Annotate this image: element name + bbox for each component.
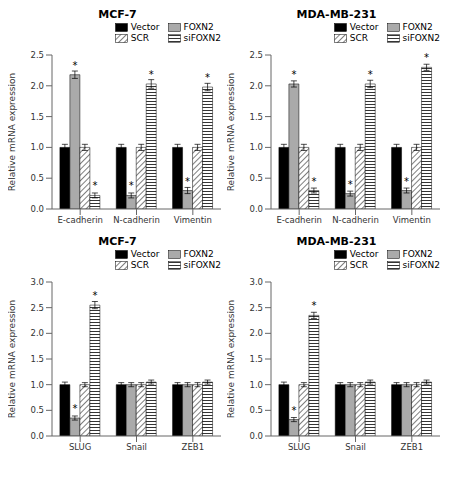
svg-text:2.5: 2.5 (30, 50, 44, 60)
svg-text:1.5: 1.5 (249, 112, 263, 122)
svg-text:2.0: 2.0 (30, 81, 44, 91)
html-text:Vector: Vector (130, 22, 160, 32)
html-text:siFOXN2: siFOXN2 (402, 260, 440, 270)
svg-text:*: * (72, 403, 77, 414)
svg-text:2.0: 2.0 (30, 328, 44, 338)
svg-text:*: * (92, 290, 97, 301)
svg-text:0.0: 0.0 (249, 431, 263, 441)
svg-text:Snail: Snail (126, 442, 147, 452)
html-text:FOXN2: FOXN2 (183, 22, 214, 32)
html-text:siFOXN2: siFOXN2 (183, 260, 221, 270)
svg-text:2.0: 2.0 (249, 328, 263, 338)
svg-text:0.0: 0.0 (30, 204, 44, 214)
html-text:SCR: SCR (349, 260, 369, 270)
html-text:MCF-7: MCF-7 (98, 8, 137, 21)
html-text:MDA-MB-231: MDA-MB-231 (296, 235, 377, 248)
html-text:FOXN2: FOXN2 (402, 249, 433, 259)
svg-text:Relative mRNA expression: Relative mRNA expression (8, 300, 17, 418)
html-text:FOXN2: FOXN2 (183, 249, 214, 259)
svg-text:1.5: 1.5 (30, 112, 44, 122)
svg-text:2.5: 2.5 (249, 303, 263, 313)
svg-text:Vimentin: Vimentin (393, 215, 431, 225)
svg-text:Vimentin: Vimentin (174, 215, 212, 225)
svg-text:*: * (129, 180, 134, 191)
svg-text:1.0: 1.0 (30, 142, 44, 152)
svg-text:0.0: 0.0 (30, 431, 44, 441)
svg-text:Relative mRNA expression: Relative mRNA expression (227, 73, 236, 191)
svg-text:*: * (205, 72, 210, 83)
svg-text:E-cadherin: E-cadherin (57, 215, 103, 225)
html-text:MDA-MB-231: MDA-MB-231 (296, 8, 377, 21)
svg-text:1.5: 1.5 (249, 354, 263, 364)
html-text:SCR: SCR (130, 33, 150, 43)
svg-text:0.5: 0.5 (30, 405, 44, 415)
html-text:Vector: Vector (349, 249, 379, 259)
svg-text:2.0: 2.0 (249, 81, 263, 91)
svg-text:*: * (424, 52, 429, 63)
svg-text:*: * (92, 180, 97, 191)
svg-text:*: * (404, 176, 409, 187)
svg-text:*: * (348, 179, 353, 190)
svg-text:1.0: 1.0 (249, 380, 263, 390)
svg-text:N-cadherin: N-cadherin (113, 215, 160, 225)
svg-text:N-cadherin: N-cadherin (332, 215, 379, 225)
svg-text:*: * (291, 405, 296, 416)
svg-text:Relative mRNA expression: Relative mRNA expression (8, 73, 17, 191)
svg-text:3.0: 3.0 (249, 277, 263, 287)
svg-text:*: * (185, 176, 190, 187)
svg-text:*: * (291, 69, 296, 80)
svg-text:*: * (311, 176, 316, 187)
svg-text:E-cadherin: E-cadherin (276, 215, 322, 225)
svg-text:*: * (149, 69, 154, 80)
svg-text:0.5: 0.5 (249, 405, 263, 415)
svg-text:Relative mRNA expression: Relative mRNA expression (227, 300, 236, 418)
html-text:Vector: Vector (130, 249, 160, 259)
svg-text:*: * (72, 60, 77, 71)
svg-text:1.0: 1.0 (249, 142, 263, 152)
svg-text:ZEB1: ZEB1 (401, 442, 423, 452)
svg-text:1.5: 1.5 (30, 354, 44, 364)
html-text:siFOXN2: siFOXN2 (402, 33, 440, 43)
html-text:SCR: SCR (349, 33, 369, 43)
svg-text:0.0: 0.0 (249, 204, 263, 214)
svg-text:Snail: Snail (345, 442, 366, 452)
html-text:MCF-7: MCF-7 (98, 235, 137, 248)
svg-text:*: * (311, 300, 316, 311)
svg-text:3.0: 3.0 (30, 277, 44, 287)
html-text:Vector: Vector (349, 22, 379, 32)
html-text:SCR: SCR (130, 260, 150, 270)
html-text:siFOXN2: siFOXN2 (183, 33, 221, 43)
svg-text:2.5: 2.5 (249, 50, 263, 60)
svg-text:SLUG: SLUG (288, 442, 311, 452)
svg-text:0.5: 0.5 (30, 173, 44, 183)
svg-text:ZEB1: ZEB1 (182, 442, 204, 452)
html-text:FOXN2: FOXN2 (402, 22, 433, 32)
svg-text:SLUG: SLUG (69, 442, 92, 452)
svg-text:*: * (368, 69, 373, 80)
svg-text:1.0: 1.0 (30, 380, 44, 390)
svg-text:2.5: 2.5 (30, 303, 44, 313)
svg-text:0.5: 0.5 (249, 173, 263, 183)
